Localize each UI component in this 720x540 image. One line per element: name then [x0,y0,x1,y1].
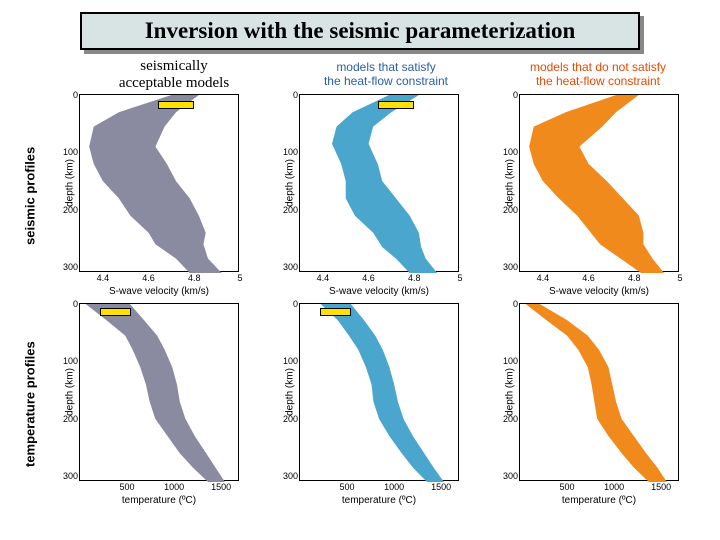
y-tick: 100 [276,147,298,157]
constraint-box [320,308,351,316]
y-tick: 100 [496,356,518,366]
y-tick: 0 [56,299,78,309]
y-tick: 200 [56,205,78,215]
y-tick: 0 [56,90,78,100]
x-tick: 500 [340,482,355,492]
y-tick: 300 [56,262,78,272]
panel-grid: seismic profiles depth (km)01002003004.4… [16,94,704,506]
x-tick: 4.8 [628,273,641,283]
x-tick: 1500 [651,482,671,492]
page-title: Inversion with the seismic parameterizat… [80,12,640,50]
constraint-box [158,101,195,109]
x-tick: 1500 [431,482,451,492]
constraint-box [378,101,415,109]
chart-panel: depth (km)01002003004.44.64.85 [299,94,459,272]
x-tick: 4.8 [188,273,201,283]
col-header-satisfy: models that satisfy the heat-flow constr… [280,56,492,94]
y-tick: 200 [276,205,298,215]
chart-panel: depth (km)010020030050010001500 [79,303,239,481]
y-tick: 200 [496,414,518,424]
row-label-temp: temperature profiles [16,303,44,506]
col-header-mid-l2: the heat-flow constraint [324,75,448,89]
y-tick: 300 [496,262,518,272]
y-tick: 100 [496,147,518,157]
y-tick: 300 [496,471,518,481]
panel-t-left: depth (km)010020030050010001500 temperatu… [54,303,264,506]
x-tick: 500 [120,482,135,492]
chart-panel: depth (km)01002003004.44.64.85 [79,94,239,272]
y-tick: 300 [276,471,298,481]
row-label-seismic: seismic profiles [16,94,44,297]
y-tick: 0 [496,299,518,309]
x-tick: 4.4 [317,273,330,283]
chart-panel: depth (km)01002003004.44.64.85 [519,94,679,272]
x-tick: 5 [677,273,682,283]
constraint-box [100,308,131,316]
x-tick: 4.8 [408,273,421,283]
panel-t-mid: depth (km)010020030050010001500 temperatu… [274,303,484,506]
y-tick: 200 [56,414,78,424]
y-tick: 300 [276,262,298,272]
x-axis-label: temperature (ºC) [122,495,196,506]
panel-t-right: depth (km)010020030050010001500 temperatu… [494,303,704,506]
y-tick: 0 [276,299,298,309]
y-tick: 300 [56,471,78,481]
row-temp: temperature profiles depth (km)010020030… [16,303,704,506]
col-header-notsatisfy: models that do not satisfy the heat-flow… [492,56,704,94]
x-tick: 4.4 [537,273,550,283]
row-seismic: seismic profiles depth (km)01002003004.4… [16,94,704,297]
y-tick: 0 [276,90,298,100]
chart-panel: depth (km)010020030050010001500 [519,303,679,481]
x-axis-label: S-wave velocity (km/s) [329,286,429,297]
x-tick: 1000 [384,482,404,492]
y-tick: 100 [56,147,78,157]
col-header-right-l1: models that do not satisfy [530,61,666,75]
x-tick: 1000 [164,482,184,492]
y-tick: 200 [496,205,518,215]
panel-s-right: depth (km)01002003004.44.64.85 S-wave vel… [494,94,704,297]
x-tick: 5 [237,273,242,283]
x-tick: 4.6 [142,273,155,283]
chart-panel: depth (km)010020030050010001500 [299,303,459,481]
x-tick: 1000 [604,482,624,492]
y-tick: 200 [276,414,298,424]
y-tick: 100 [56,356,78,366]
y-tick: 100 [276,356,298,366]
x-axis-label: temperature (ºC) [342,495,416,506]
col-header-left-l1: seismically [140,58,208,75]
x-axis-label: temperature (ºC) [562,495,636,506]
panel-s-mid: depth (km)01002003004.44.64.85 S-wave vel… [274,94,484,297]
col-header-left-l2: acceptable models [119,75,229,92]
panel-s-left: depth (km)01002003004.44.64.85 S-wave vel… [54,94,264,297]
column-headers: seismically acceptable models models tha… [16,56,704,94]
col-header-mid-l1: models that satisfy [336,61,435,75]
x-tick: 4.6 [362,273,375,283]
x-tick: 500 [560,482,575,492]
col-header-right-l2: the heat-flow constraint [536,75,660,89]
col-header-seismically: seismically acceptable models [68,56,280,94]
x-tick: 4.6 [582,273,595,283]
y-tick: 0 [496,90,518,100]
x-tick: 5 [457,273,462,283]
x-axis-label: S-wave velocity (km/s) [549,286,649,297]
x-axis-label: S-wave velocity (km/s) [109,286,209,297]
x-tick: 1500 [211,482,231,492]
x-tick: 4.4 [97,273,110,283]
